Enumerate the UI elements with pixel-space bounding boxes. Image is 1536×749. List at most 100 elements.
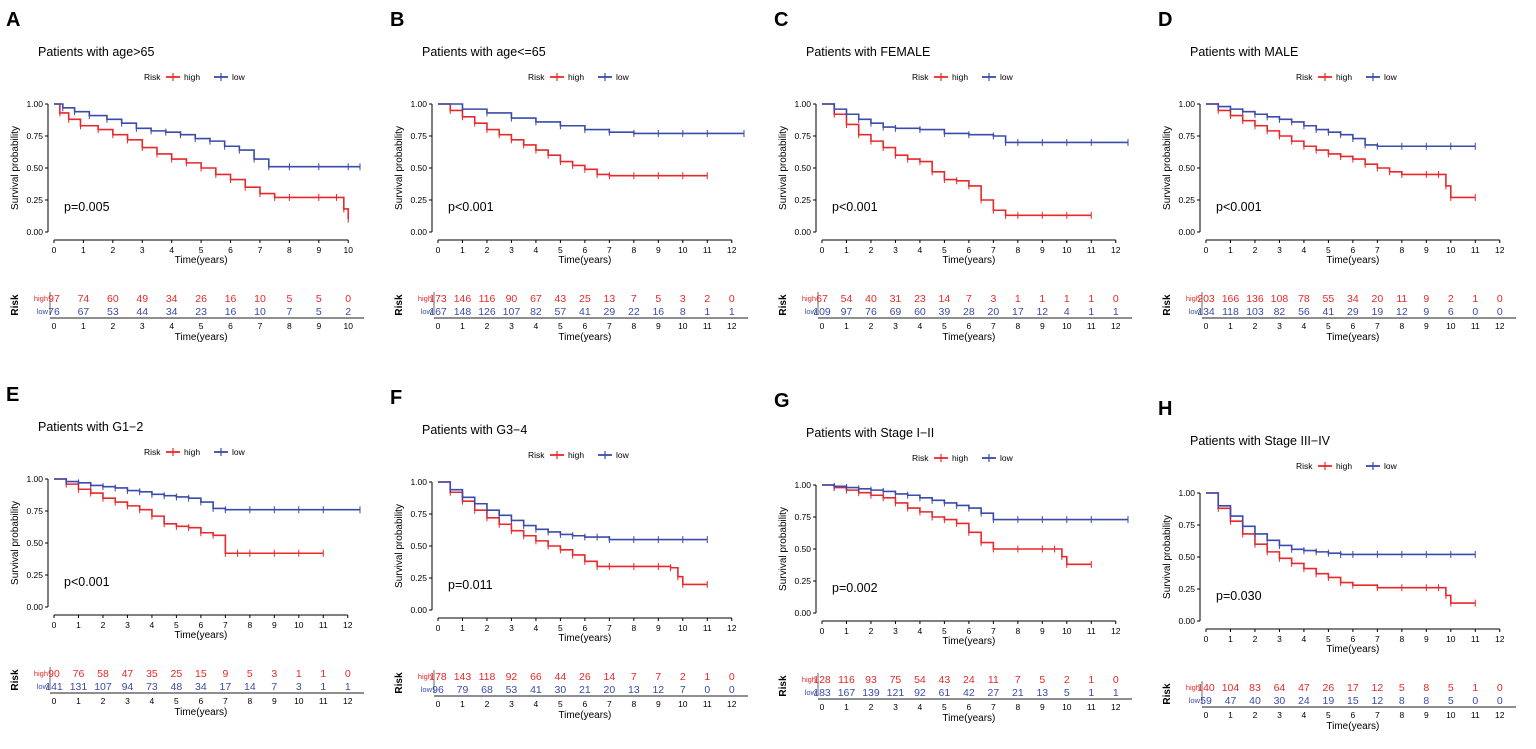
x-tick-label: 3 bbox=[893, 626, 898, 636]
p-value: p<0.001 bbox=[1216, 200, 1262, 214]
risk-count-low: 92 bbox=[914, 687, 926, 699]
risk-count-high: 35 bbox=[146, 668, 158, 680]
risk-count-high: 15 bbox=[195, 668, 207, 680]
risk-x-tick-label: 6 bbox=[1351, 321, 1356, 331]
risk-row-label-high: high bbox=[34, 669, 48, 678]
risk-count-high: 90 bbox=[48, 668, 60, 680]
risk-count-low: 13 bbox=[628, 684, 640, 696]
risk-x-tick-label: 10 bbox=[1446, 321, 1456, 331]
risk-count-high: 93 bbox=[865, 674, 877, 686]
x-tick-label: 0 bbox=[1204, 634, 1209, 644]
risk-count-high: 14 bbox=[604, 671, 616, 683]
risk-x-tick-label: 11 bbox=[319, 696, 328, 706]
risk-count-low: 16 bbox=[225, 306, 237, 318]
risk-count-high: 116 bbox=[479, 293, 496, 305]
p-value: p<0.001 bbox=[448, 200, 494, 214]
x-axis-title: Time(years) bbox=[1326, 644, 1379, 655]
y-tick-label: 1.00 bbox=[26, 99, 43, 109]
y-tick-label: 1.00 bbox=[410, 99, 427, 109]
km-curve-high bbox=[54, 478, 324, 555]
risk-count-low: 126 bbox=[478, 306, 496, 318]
risk-x-tick-label: 4 bbox=[918, 321, 923, 331]
legend-item-high: high bbox=[184, 72, 200, 82]
risk-count-high: 7 bbox=[631, 671, 637, 683]
risk-count-low: 9 bbox=[1423, 306, 1429, 318]
plot-title: Patients with G1−2 bbox=[38, 420, 143, 434]
x-tick-label: 8 bbox=[1015, 245, 1020, 255]
panel-label: D bbox=[1158, 9, 1172, 31]
risk-count-low: 14 bbox=[244, 681, 256, 693]
risk-x-tick-label: 1 bbox=[1228, 710, 1233, 720]
risk-count-low: 0 bbox=[1497, 306, 1503, 318]
x-tick-label: 7 bbox=[223, 620, 228, 630]
risk-x-tick-label: 10 bbox=[678, 321, 688, 331]
risk-x-tick-label: 4 bbox=[150, 696, 155, 706]
risk-count-low: 12 bbox=[1036, 306, 1048, 318]
km-curve-high bbox=[1206, 492, 1476, 604]
risk-count-high: 1 bbox=[296, 668, 302, 680]
risk-x-tick-label: 6 bbox=[967, 321, 972, 331]
risk-count-low: 21 bbox=[1012, 687, 1024, 699]
risk-count-high: 40 bbox=[865, 293, 877, 305]
risk-count-high: 13 bbox=[604, 293, 616, 305]
risk-count-low: 139 bbox=[862, 687, 880, 699]
risk-count-high: 178 bbox=[429, 671, 447, 683]
risk-x-axis-title: Time(years) bbox=[558, 332, 611, 343]
risk-x-tick-label: 8 bbox=[631, 699, 636, 709]
risk-x-tick-label: 12 bbox=[727, 699, 737, 709]
risk-x-tick-label: 9 bbox=[272, 696, 277, 706]
risk-count-high: 67 bbox=[816, 293, 828, 305]
risk-count-high: 0 bbox=[1113, 674, 1119, 686]
risk-count-low: 44 bbox=[136, 306, 148, 318]
risk-x-tick-label: 11 bbox=[703, 321, 712, 331]
y-tick-label: 0.50 bbox=[410, 541, 427, 551]
x-tick-label: 7 bbox=[607, 245, 612, 255]
risk-count-low: 8 bbox=[1399, 695, 1405, 707]
risk-count-low: 1 bbox=[1088, 687, 1094, 699]
risk-count-high: 0 bbox=[345, 293, 351, 305]
risk-row-label-low: low bbox=[421, 685, 433, 694]
x-tick-label: 6 bbox=[967, 245, 972, 255]
x-tick-label: 10 bbox=[343, 245, 353, 255]
risk-x-tick-label: 9 bbox=[1424, 321, 1429, 331]
risk-x-axis-title: Time(years) bbox=[1326, 721, 1379, 732]
x-tick-label: 4 bbox=[1302, 245, 1307, 255]
risk-count-low: 109 bbox=[813, 306, 831, 318]
legend: Risk high low bbox=[144, 447, 246, 457]
x-tick-label: 0 bbox=[1204, 245, 1209, 255]
x-tick-label: 8 bbox=[247, 620, 252, 630]
x-tick-label: 8 bbox=[631, 245, 636, 255]
risk-count-high: 9 bbox=[222, 668, 228, 680]
x-tick-label: 9 bbox=[656, 623, 661, 633]
x-tick-label: 0 bbox=[820, 245, 825, 255]
x-tick-label: 9 bbox=[1040, 626, 1045, 636]
x-tick-label: 9 bbox=[1040, 245, 1045, 255]
p-value: p<0.001 bbox=[64, 575, 110, 589]
risk-table-title: Risk bbox=[394, 672, 405, 694]
risk-count-high: 7 bbox=[655, 671, 661, 683]
risk-count-low: 53 bbox=[107, 306, 119, 318]
risk-count-low: 8 bbox=[680, 306, 686, 318]
risk-count-high: 25 bbox=[579, 293, 591, 305]
risk-count-high: 1 bbox=[1088, 674, 1094, 686]
risk-count-low: 13 bbox=[1036, 687, 1048, 699]
risk-x-tick-label: 0 bbox=[820, 702, 825, 712]
x-tick-label: 12 bbox=[1495, 245, 1505, 255]
x-tick-label: 11 bbox=[319, 620, 328, 630]
x-tick-label: 11 bbox=[1087, 626, 1096, 636]
risk-x-tick-label: 4 bbox=[1302, 710, 1307, 720]
x-tick-label: 4 bbox=[918, 626, 923, 636]
risk-x-tick-label: 12 bbox=[727, 321, 737, 331]
risk-count-low: 76 bbox=[48, 306, 60, 318]
risk-x-tick-label: 2 bbox=[1253, 710, 1258, 720]
risk-x-tick-label: 2 bbox=[110, 321, 115, 331]
y-tick-label: 0.75 bbox=[410, 509, 427, 519]
risk-x-tick-label: 5 bbox=[1326, 710, 1331, 720]
x-tick-label: 12 bbox=[343, 620, 353, 630]
risk-x-tick-label: 2 bbox=[869, 321, 874, 331]
x-tick-label: 10 bbox=[1062, 245, 1072, 255]
y-axis-title: Survival probability bbox=[394, 126, 405, 210]
risk-x-tick-label: 3 bbox=[509, 699, 514, 709]
y-axis-title: Survival probability bbox=[10, 501, 21, 585]
risk-count-low: 148 bbox=[454, 306, 472, 318]
